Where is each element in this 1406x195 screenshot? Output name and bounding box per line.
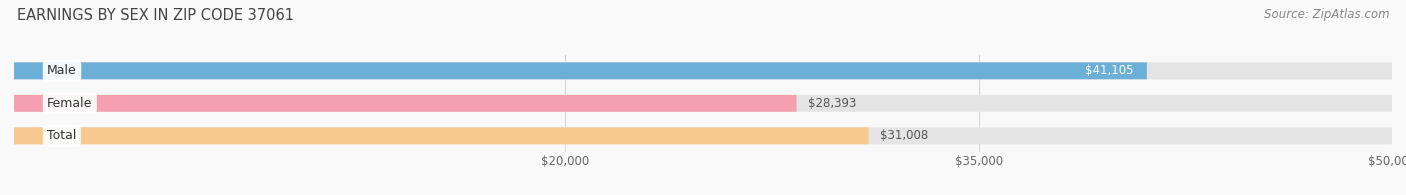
FancyBboxPatch shape	[14, 127, 1392, 144]
Text: EARNINGS BY SEX IN ZIP CODE 37061: EARNINGS BY SEX IN ZIP CODE 37061	[17, 8, 294, 23]
FancyBboxPatch shape	[14, 127, 869, 144]
Text: Male: Male	[48, 64, 77, 77]
Text: Female: Female	[48, 97, 93, 110]
FancyBboxPatch shape	[14, 62, 1147, 79]
FancyBboxPatch shape	[14, 62, 1392, 79]
Text: $31,008: $31,008	[880, 129, 928, 142]
Text: $41,105: $41,105	[1084, 64, 1133, 77]
FancyBboxPatch shape	[14, 95, 796, 112]
Text: Total: Total	[48, 129, 76, 142]
Text: $28,393: $28,393	[807, 97, 856, 110]
Text: Source: ZipAtlas.com: Source: ZipAtlas.com	[1264, 8, 1389, 21]
FancyBboxPatch shape	[14, 95, 1392, 112]
